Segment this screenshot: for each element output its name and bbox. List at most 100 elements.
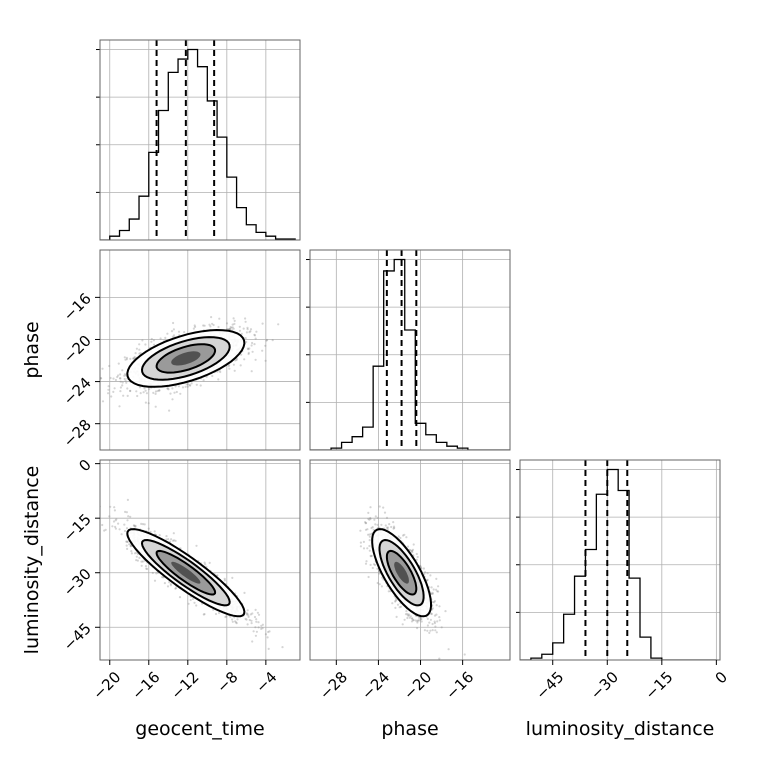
sample-point <box>386 528 389 531</box>
sample-point <box>133 552 137 555</box>
contour-0 <box>385 549 418 596</box>
sample-point <box>123 374 126 377</box>
sample-point <box>169 582 172 586</box>
sample-point <box>233 319 236 322</box>
sample-point <box>169 540 172 543</box>
sample-point <box>130 552 133 555</box>
sample-point <box>138 386 142 389</box>
sample-point <box>406 612 409 616</box>
sample-point <box>191 597 195 601</box>
sample-point <box>190 382 193 385</box>
sample-point <box>141 560 144 563</box>
sample-point <box>415 552 418 556</box>
contour-1 <box>378 538 425 607</box>
sample-point <box>195 544 198 547</box>
sample-point <box>127 515 130 518</box>
sample-point <box>129 544 132 548</box>
panel-frame <box>99 459 301 661</box>
sample-point <box>101 400 105 403</box>
contour-2 <box>371 528 432 618</box>
sample-point <box>388 523 391 526</box>
sample-point <box>129 545 132 548</box>
sample-point <box>238 329 242 332</box>
sample-point <box>125 381 128 384</box>
sample-point <box>146 567 149 571</box>
sample-point <box>145 392 148 395</box>
sample-point <box>374 515 377 518</box>
sample-point <box>132 524 135 527</box>
sample-point <box>408 616 411 619</box>
sample-point <box>133 355 136 359</box>
sample-point <box>420 620 423 623</box>
sample-point <box>172 334 176 337</box>
sample-point <box>235 621 238 624</box>
sample-point <box>118 377 122 380</box>
sample-point <box>267 630 270 634</box>
y-tick-label: −30 <box>60 565 95 600</box>
sample-point <box>212 323 215 327</box>
sample-point <box>144 565 148 568</box>
sample-point <box>124 379 127 382</box>
sample-point <box>264 359 267 362</box>
sample-point <box>126 540 129 543</box>
sample-point <box>113 506 116 509</box>
sample-point <box>378 505 381 508</box>
sample-point <box>193 601 196 604</box>
sample-point <box>229 615 232 618</box>
sample-point <box>260 627 263 631</box>
sample-point <box>393 526 396 530</box>
sample-point <box>423 572 426 576</box>
panel-frame <box>99 39 301 241</box>
sample-point <box>130 550 133 553</box>
sample-point <box>406 545 410 548</box>
sample-point <box>256 611 259 614</box>
sample-point <box>385 516 389 520</box>
sample-point <box>150 340 153 343</box>
sample-point <box>367 533 370 536</box>
sample-point <box>249 613 252 616</box>
sample-point <box>231 576 234 580</box>
sample-point <box>126 540 129 544</box>
sample-point <box>123 377 126 381</box>
sample-point <box>109 505 112 508</box>
sample-point <box>232 363 235 366</box>
sample-point <box>109 376 112 380</box>
sample-point <box>438 616 441 619</box>
sample-point <box>111 525 114 528</box>
x-tick-label: −12 <box>167 668 202 703</box>
sample-point <box>166 387 170 390</box>
sample-point <box>428 621 431 624</box>
sample-point <box>108 364 111 368</box>
sample-point <box>368 533 371 536</box>
sample-point <box>97 376 99 378</box>
sample-point <box>231 323 234 326</box>
sample-point <box>255 630 258 633</box>
y-tick-label: 0 <box>75 456 94 475</box>
sample-point <box>431 607 434 610</box>
contour-0 <box>155 549 217 596</box>
contour-2 <box>126 528 246 618</box>
sample-point <box>359 541 362 544</box>
sample-point <box>152 391 155 394</box>
sample-point <box>143 523 146 526</box>
sample-point <box>158 389 161 392</box>
sample-point <box>135 390 138 393</box>
sample-point <box>97 366 99 368</box>
x-tick-label: −16 <box>128 668 163 703</box>
sample-point <box>426 572 429 575</box>
sample-point <box>374 523 377 526</box>
y-axis-label-luminosity_distance: luminosity_distance <box>21 466 43 655</box>
sample-point <box>244 617 247 621</box>
sample-point <box>432 588 435 591</box>
sample-point <box>168 581 171 584</box>
contour-2 <box>126 328 246 388</box>
sample-point <box>391 602 394 605</box>
sample-point <box>158 389 161 392</box>
sample-point <box>154 405 157 408</box>
sample-point <box>186 385 189 388</box>
sample-point <box>244 337 247 340</box>
sample-point <box>243 591 246 595</box>
x-tick-label: −45 <box>532 668 567 703</box>
sample-point <box>125 356 128 359</box>
sample-point <box>203 324 206 327</box>
